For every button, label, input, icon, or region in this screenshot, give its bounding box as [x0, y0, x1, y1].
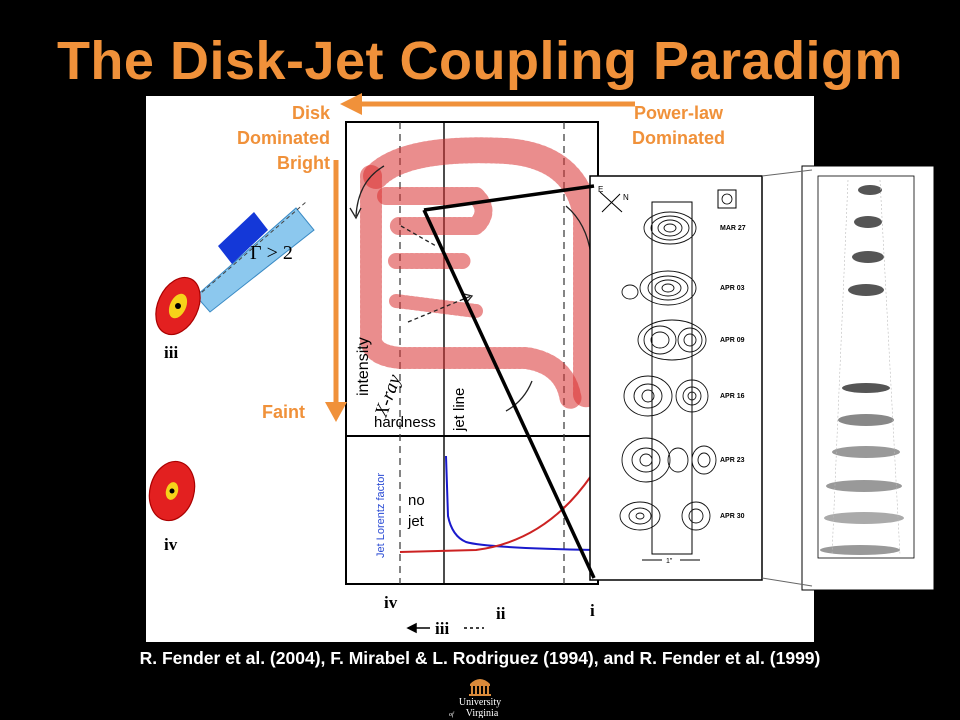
x-axis-hardness: hardness	[374, 414, 436, 431]
bottom-label-i: i	[590, 601, 595, 620]
bright-label: Bright	[277, 153, 330, 173]
slide-title: The Disk-Jet Coupling Paradigm	[56, 31, 904, 91]
logo-line2: Virginia	[466, 708, 499, 718]
bottom-label-iv: iv	[384, 593, 398, 612]
bottom-arrow	[406, 622, 484, 634]
powerlaw-label-line1: Power-law	[633, 103, 724, 123]
lorentz-blue-curve	[445, 455, 597, 551]
bottom-label-iii: iii	[435, 619, 449, 638]
time-sequence-panel	[801, 165, 935, 591]
faint-label: Faint	[262, 402, 305, 422]
disk-jet-diagram: intensity X-ray hardness jet line Jet Lo…	[146, 96, 814, 642]
y-axis-intensity: intensity	[355, 337, 372, 396]
logo-line1: University	[459, 697, 501, 708]
state-iv-label: iv	[164, 535, 178, 554]
time-sequence-blobs	[820, 185, 904, 555]
diagram-svg: intensity X-ray hardness jet line Jet Lo…	[148, 121, 599, 638]
state-iii-label: iii	[164, 343, 178, 362]
lorentz-axis-label: Jet Lorentz factor	[375, 473, 387, 558]
hid-track	[360, 137, 599, 412]
disk-label-line1: Disk	[291, 103, 330, 123]
powerlaw-label-line2: Dominated	[632, 128, 726, 148]
disk-label-line2: Dominated	[236, 128, 330, 148]
disk-cartoon	[148, 460, 196, 522]
bottom-label-ii: ii	[496, 604, 506, 623]
powerlaw-dominated-label: Power-law Dominated	[632, 101, 725, 151]
rotunda-icon	[469, 679, 491, 696]
no-jet-label-1: no	[408, 492, 425, 509]
gamma-label: Γ > 2	[250, 242, 293, 264]
logo-of: of	[449, 711, 455, 718]
no-jet-label-2: jet	[407, 513, 425, 530]
disk-dominated-label: Disk Dominated Bright	[210, 101, 330, 176]
university-logo: University of Virginia	[440, 672, 520, 718]
jet-cartoon	[155, 201, 315, 336]
reference-caption: R. Fender et al. (2004), F. Mirabel & L.…	[139, 648, 821, 668]
jet-line-label: jet line	[451, 388, 468, 432]
lorentz-red-curve	[399, 475, 592, 553]
